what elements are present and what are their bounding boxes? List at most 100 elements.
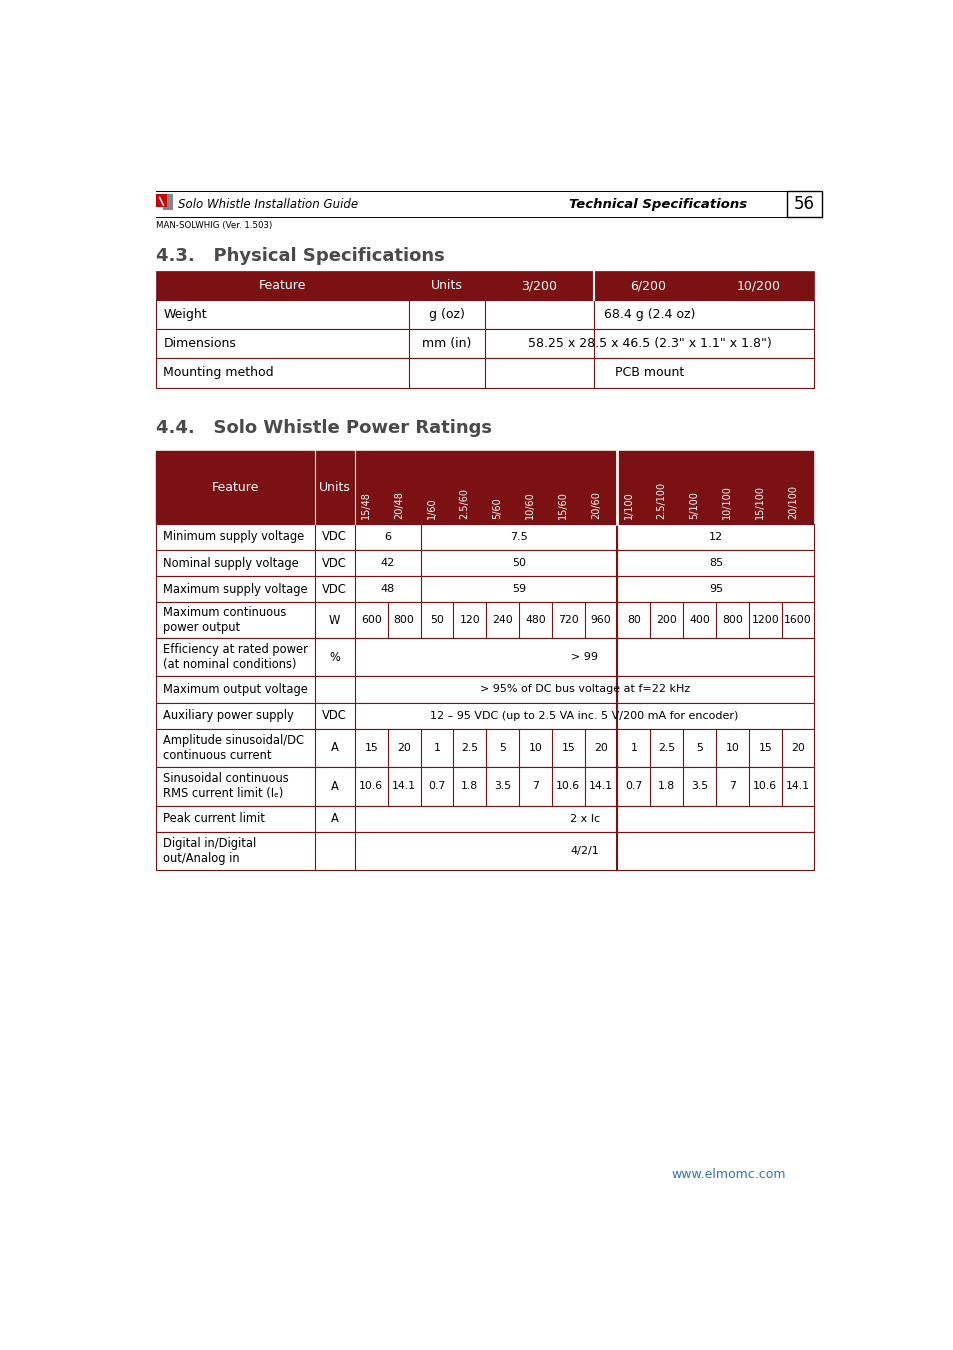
Text: Efficiency at rated power
(at nominal conditions): Efficiency at rated power (at nominal co… bbox=[162, 643, 307, 671]
Text: 56: 56 bbox=[794, 196, 815, 213]
Text: Feature: Feature bbox=[258, 279, 306, 292]
Text: A: A bbox=[331, 813, 338, 825]
Text: Solo Whistle Installation Guide: Solo Whistle Installation Guide bbox=[178, 198, 358, 211]
Bar bbox=[155, 702, 814, 729]
Text: 80: 80 bbox=[626, 616, 640, 625]
Text: 7: 7 bbox=[728, 782, 735, 791]
Text: VDC: VDC bbox=[322, 709, 347, 722]
Text: 6/200: 6/200 bbox=[629, 279, 665, 292]
Text: 2.5: 2.5 bbox=[460, 743, 477, 753]
Text: VDC: VDC bbox=[322, 583, 347, 595]
Text: 5/60: 5/60 bbox=[492, 498, 502, 520]
Text: 4/2/1: 4/2/1 bbox=[570, 846, 598, 856]
Text: Nominal supply voltage: Nominal supply voltage bbox=[162, 556, 298, 570]
Bar bbox=[155, 524, 814, 549]
Text: 1/100: 1/100 bbox=[623, 491, 633, 520]
Text: 7.5: 7.5 bbox=[510, 532, 527, 541]
Bar bbox=[155, 358, 814, 387]
Bar bbox=[156, 194, 167, 207]
Text: 480: 480 bbox=[524, 616, 545, 625]
Text: 15: 15 bbox=[364, 743, 377, 753]
Text: 14.1: 14.1 bbox=[588, 782, 613, 791]
Text: 3/200: 3/200 bbox=[521, 279, 557, 292]
Text: 1: 1 bbox=[433, 743, 440, 753]
Text: 15/48: 15/48 bbox=[361, 491, 371, 520]
Text: 2.5/100: 2.5/100 bbox=[656, 482, 666, 520]
Text: Amplitude sinusoidal/DC
continuous current: Amplitude sinusoidal/DC continuous curre… bbox=[162, 734, 303, 761]
Text: 0.7: 0.7 bbox=[428, 782, 445, 791]
Text: Maximum continuous
power output: Maximum continuous power output bbox=[162, 606, 286, 634]
Text: 2 x Ic: 2 x Ic bbox=[569, 814, 599, 824]
Text: Weight: Weight bbox=[163, 308, 207, 321]
Text: 10/60: 10/60 bbox=[525, 491, 535, 520]
Text: 20: 20 bbox=[594, 743, 607, 753]
Bar bbox=[155, 549, 814, 576]
Text: 10.6: 10.6 bbox=[752, 782, 777, 791]
Text: Auxiliary power supply: Auxiliary power supply bbox=[162, 709, 294, 722]
Text: Minimum supply voltage: Minimum supply voltage bbox=[162, 531, 304, 544]
Bar bbox=[163, 194, 173, 209]
Text: 4.3.   Physical Specifications: 4.3. Physical Specifications bbox=[155, 247, 444, 265]
Text: 12 – 95 VDC (up to 2.5 VA inc. 5 V/200 mA for encoder): 12 – 95 VDC (up to 2.5 VA inc. 5 V/200 m… bbox=[430, 710, 738, 721]
Text: VDC: VDC bbox=[322, 556, 347, 570]
Text: 85: 85 bbox=[708, 558, 722, 568]
Text: 0.7: 0.7 bbox=[624, 782, 641, 791]
Text: 20/100: 20/100 bbox=[787, 485, 797, 520]
Text: 1.8: 1.8 bbox=[658, 782, 675, 791]
Text: 4.4.   Solo Whistle Power Ratings: 4.4. Solo Whistle Power Ratings bbox=[155, 418, 491, 436]
Text: Technical Specifications: Technical Specifications bbox=[568, 198, 746, 211]
Text: A: A bbox=[331, 780, 338, 792]
Bar bbox=[155, 832, 814, 871]
Text: 58.25 x 28.5 x 46.5 (2.3" x 1.1" x 1.8"): 58.25 x 28.5 x 46.5 (2.3" x 1.1" x 1.8") bbox=[527, 338, 771, 350]
Text: Units: Units bbox=[318, 481, 351, 494]
Text: Sinusoidal continuous
RMS current limit (Iₑ): Sinusoidal continuous RMS current limit … bbox=[162, 772, 288, 801]
Text: 800: 800 bbox=[721, 616, 742, 625]
Text: MAN-SOLWHIG (Ver. 1.503): MAN-SOLWHIG (Ver. 1.503) bbox=[155, 220, 272, 230]
Text: 5/100: 5/100 bbox=[689, 491, 699, 520]
Text: 20: 20 bbox=[396, 743, 411, 753]
Bar bbox=[155, 806, 814, 832]
Bar bbox=[155, 729, 814, 767]
Text: 240: 240 bbox=[492, 616, 513, 625]
Text: 10.6: 10.6 bbox=[556, 782, 579, 791]
Text: Units: Units bbox=[431, 279, 462, 292]
Bar bbox=[155, 300, 814, 329]
Bar bbox=[155, 329, 814, 358]
Text: 68.4 g (2.4 oz): 68.4 g (2.4 oz) bbox=[603, 308, 695, 321]
Text: 59: 59 bbox=[512, 585, 525, 594]
Text: 20: 20 bbox=[790, 743, 804, 753]
Text: 6: 6 bbox=[384, 532, 391, 541]
Bar bbox=[155, 602, 814, 637]
Text: g (oz): g (oz) bbox=[429, 308, 465, 321]
Text: 600: 600 bbox=[360, 616, 381, 625]
Text: Feature: Feature bbox=[212, 481, 258, 494]
Text: 1.8: 1.8 bbox=[460, 782, 477, 791]
Text: 95: 95 bbox=[708, 585, 722, 594]
Text: 10: 10 bbox=[724, 743, 739, 753]
Text: 400: 400 bbox=[688, 616, 709, 625]
Text: 20/48: 20/48 bbox=[394, 491, 404, 520]
Text: www.elmomc.com: www.elmomc.com bbox=[671, 1168, 785, 1181]
Text: Dimensions: Dimensions bbox=[163, 338, 236, 350]
Text: 3.5: 3.5 bbox=[494, 782, 511, 791]
Text: 1: 1 bbox=[630, 743, 637, 753]
Bar bbox=[155, 767, 814, 806]
Text: 3.5: 3.5 bbox=[690, 782, 707, 791]
Text: 15: 15 bbox=[560, 743, 575, 753]
Bar bbox=[786, 192, 821, 217]
Text: 2.5: 2.5 bbox=[658, 743, 675, 753]
Text: 720: 720 bbox=[558, 616, 578, 625]
Text: 120: 120 bbox=[459, 616, 479, 625]
Bar bbox=[155, 451, 814, 524]
Bar bbox=[155, 271, 814, 300]
Text: 10/200: 10/200 bbox=[736, 279, 780, 292]
Text: A: A bbox=[331, 741, 338, 755]
Text: 12: 12 bbox=[708, 532, 722, 541]
Text: 10/100: 10/100 bbox=[721, 486, 732, 520]
Text: 7: 7 bbox=[532, 782, 538, 791]
Text: 800: 800 bbox=[394, 616, 415, 625]
Text: > 99: > 99 bbox=[571, 652, 598, 662]
Bar bbox=[155, 576, 814, 602]
Text: 1600: 1600 bbox=[783, 616, 811, 625]
Text: Maximum output voltage: Maximum output voltage bbox=[162, 683, 307, 697]
